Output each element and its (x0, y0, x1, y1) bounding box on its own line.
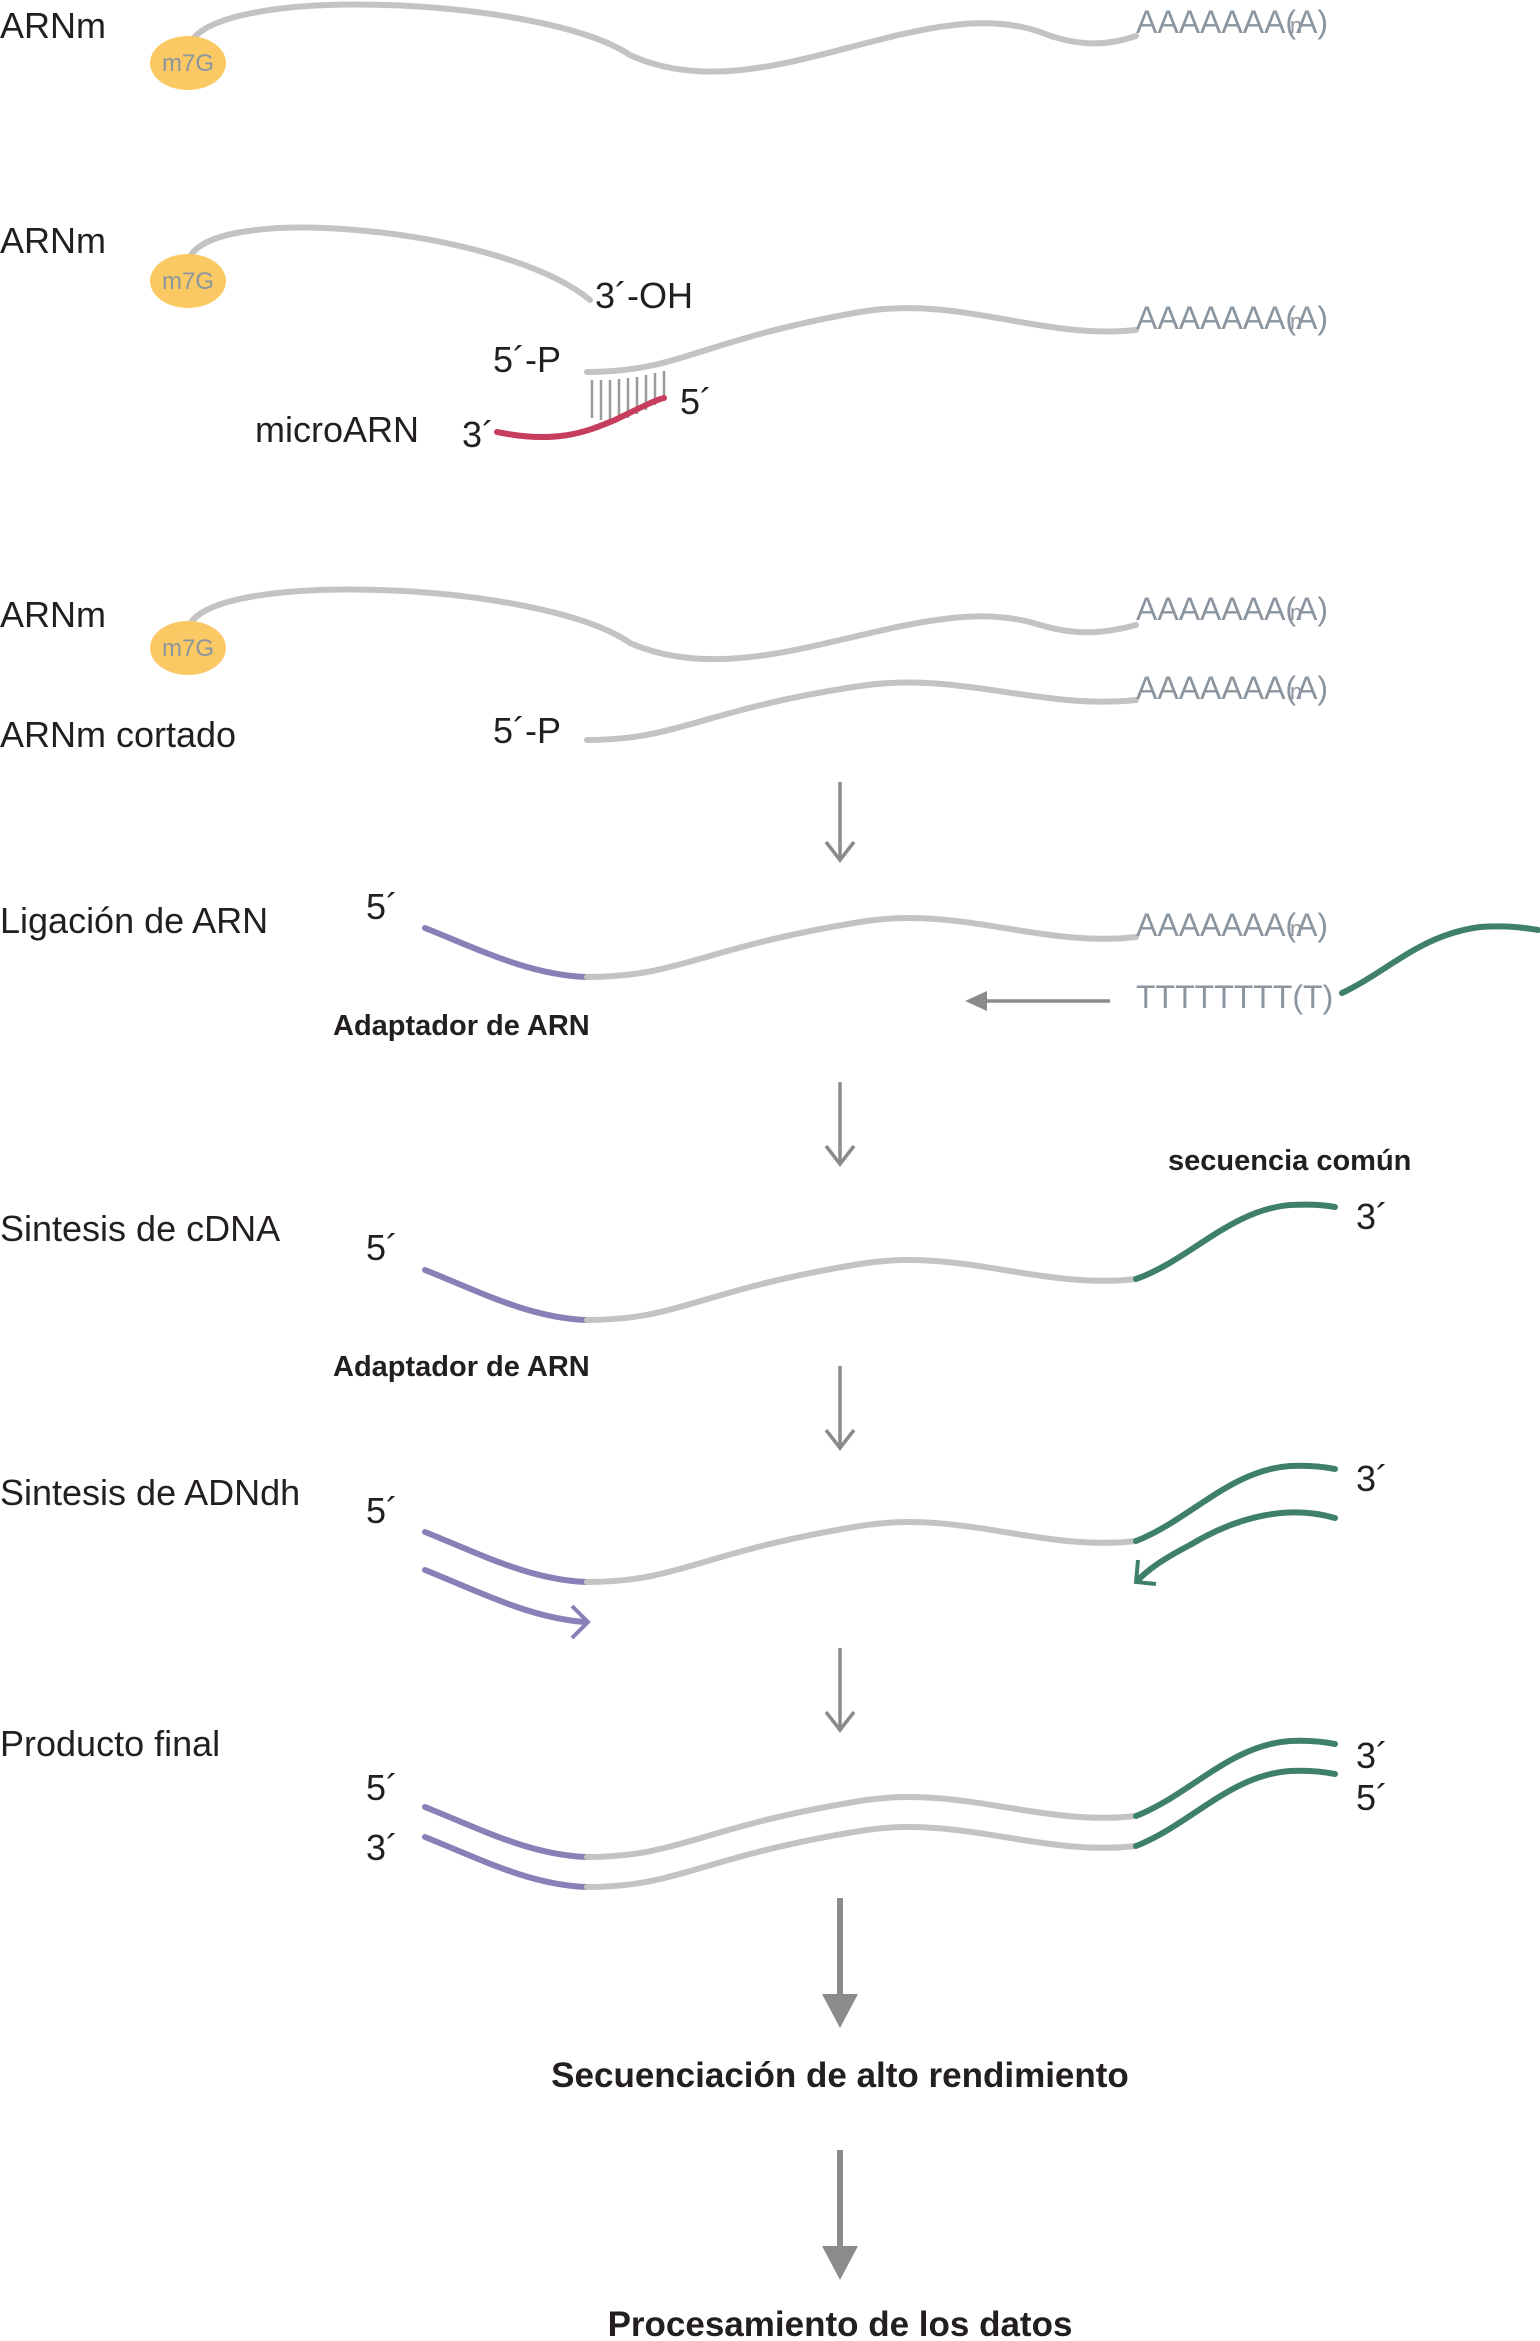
step3-polya-2-sub: n (1290, 679, 1302, 704)
final-arrow-2-head (822, 2246, 858, 2280)
step6-adapter-extension (422, 1567, 588, 1625)
step7-3prime-left: 3´ (366, 1827, 398, 1868)
step-3-cleavage: ARNm m7G AAAAAAA(A) n ARNm cortado 5´-P … (0, 586, 1328, 755)
step7-adapter-bottom (422, 1834, 590, 1890)
step3-polya-2: AAAAAAA(A) (1136, 670, 1328, 706)
step7-common-top (1133, 1737, 1338, 1819)
step5-5prime: 5´ (366, 1227, 398, 1268)
final-step-data-processing: Procesamiento de los datos (608, 2305, 1073, 2341)
step6-common-top (1133, 1462, 1338, 1544)
step7-5prime-left: 5´ (366, 1767, 398, 1808)
step5-adapter-label: Adaptador de ARN (333, 1351, 590, 1383)
step4-polyt: TTTTTTTT(T) (1136, 979, 1333, 1015)
step1-polya: AAAAAAA(A) (1136, 4, 1328, 40)
step3-polya-1-sub: n (1290, 600, 1302, 625)
step2-mrna-3prime-fragment (584, 305, 1139, 375)
step6-strand (584, 1518, 1139, 1585)
step2-cap-icon (150, 254, 226, 308)
step7-label: Producto final (0, 1723, 220, 1764)
step2-microrna-3prime: 3´ (462, 414, 494, 455)
step-arrow-3-head (824, 1428, 856, 1451)
step4-5prime: 5´ (366, 886, 398, 927)
step6-reverse-arrow-icon (1133, 1559, 1157, 1586)
step7-5prime-right: 5´ (1356, 1777, 1388, 1818)
step-6-dsdna-synthesis: Sintesis de ADNdh 5´ 3´ (0, 1458, 1388, 1640)
step2-label: ARNm (0, 220, 106, 261)
step4-mrna-strand (584, 914, 1139, 980)
step1-label: ARNm (0, 5, 106, 46)
step5-label: Sintesis de cDNA (0, 1208, 280, 1249)
final-step-sequencing: Secuenciación de alto rendimiento (551, 2056, 1129, 2095)
step2-polya-sub: n (1290, 309, 1302, 334)
step1-mrna-strand (185, 1, 1139, 75)
step6-extension-arrow-icon (570, 1604, 591, 1640)
step6-adapter-top (422, 1529, 590, 1585)
step4-common-sequence-primer (1339, 923, 1540, 996)
step7-strand-top (584, 1793, 1139, 1860)
step6-common-bottom (1135, 1509, 1338, 1583)
step7-adapter-top (422, 1804, 590, 1860)
step2-polya: AAAAAAA(A) (1136, 300, 1328, 336)
step-arrow-1-head (824, 840, 856, 863)
final-arrow-1-head (822, 1994, 858, 2028)
step3-polya-1: AAAAAAA(A) (1136, 591, 1328, 627)
step4-label: Ligación de ARN (0, 900, 268, 941)
step5-rna-adapter (422, 1267, 590, 1323)
step3-5p-label: 5´-P (493, 710, 561, 751)
step3-cap-label: m7G (162, 635, 214, 662)
step1-cap-icon (150, 36, 226, 90)
step-7-final-product: Producto final 5´ 3´ 3´ 5´ (0, 1723, 1388, 1890)
step3-cleaved-mrna-strand (584, 679, 1139, 743)
step-2-mirna-binding: ARNm m7G 3´-OH AAAAAAA(A) n 5´-P microAR… (0, 220, 1328, 455)
step2-mrna-5prime-fragment (185, 224, 593, 303)
step7-common-bottom (1133, 1767, 1338, 1849)
step2-3oh-label: 3´-OH (595, 275, 693, 316)
step4-primer-arrow-head (965, 991, 987, 1011)
step3-cap-icon (150, 621, 226, 675)
step1-cap-label: m7G (162, 50, 214, 77)
step2-microrna-5prime: 5´ (680, 381, 712, 422)
step6-3prime: 3´ (1356, 1458, 1388, 1499)
step5-common-sequence (1133, 1201, 1338, 1282)
step4-rna-adapter (422, 925, 590, 980)
step-arrow-2-head (824, 1144, 856, 1167)
step6-5prime: 5´ (366, 1490, 398, 1531)
step4-polya: AAAAAAA(A) (1136, 907, 1328, 943)
step3-mrna-strand (185, 586, 1139, 663)
step3-label-cleaved: ARNm cortado (0, 714, 236, 755)
step2-microrna-label: microARN (255, 409, 419, 450)
step6-label: Sintesis de ADNdh (0, 1472, 300, 1513)
step5-common-sequence-label: secuencia común (1168, 1145, 1411, 1177)
step-arrow-4-head (824, 1710, 856, 1733)
step5-3prime: 3´ (1356, 1196, 1388, 1237)
step7-strand-bottom (584, 1823, 1139, 1890)
step2-cap-label: m7G (162, 268, 214, 295)
step3-label-mrna: ARNm (0, 594, 106, 635)
step7-3prime-right: 3´ (1356, 1735, 1388, 1776)
step1-polya-sub: n (1290, 13, 1302, 38)
step-1-mrna: ARNm m7G AAAAAAA(A) n (0, 1, 1328, 90)
step-4-rna-ligation: Ligación de ARN 5´ AAAAAAA(A) n TTTTTTTT… (0, 886, 1540, 1042)
step2-5p-label: 5´-P (493, 339, 561, 380)
step4-polya-sub: n (1290, 916, 1302, 941)
step4-adapter-label: Adaptador de ARN (333, 1010, 590, 1042)
step2-microrna-strand (494, 395, 667, 441)
step-5-cdna-synthesis: secuencia común Sintesis de cDNA 5´ 3´ A… (0, 1145, 1411, 1383)
step5-strand (584, 1256, 1139, 1323)
